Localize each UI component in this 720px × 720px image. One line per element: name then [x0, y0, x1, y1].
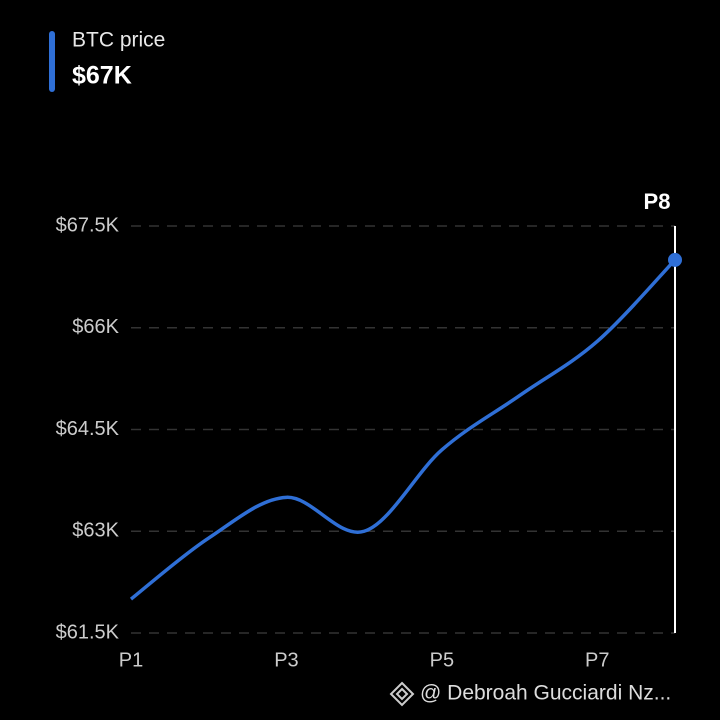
legend-value: $67K [72, 62, 132, 90]
y-tick-label: $61.5K [56, 621, 120, 643]
highlight-point [668, 252, 682, 267]
y-tick-label: $67.5K [56, 214, 120, 236]
series-line [129, 258, 677, 601]
y-tick-label: $63K [72, 520, 119, 542]
x-tick-label: P7 [585, 649, 609, 671]
watermark-text: @ Debroah Gucciardi Nz... [420, 682, 671, 705]
watermark-icon [389, 681, 415, 707]
legend-title: BTC price [72, 29, 165, 52]
y-tick-label: $64.5K [56, 418, 120, 440]
x-tick-label: P3 [274, 649, 298, 671]
x-tick-label: P5 [430, 649, 454, 671]
x-tick-label: P1 [119, 649, 143, 671]
y-tick-label: $66K [72, 316, 119, 338]
watermark: @ Debroah Gucciardi Nz... [389, 681, 671, 707]
hover-label: P8 [644, 189, 671, 214]
